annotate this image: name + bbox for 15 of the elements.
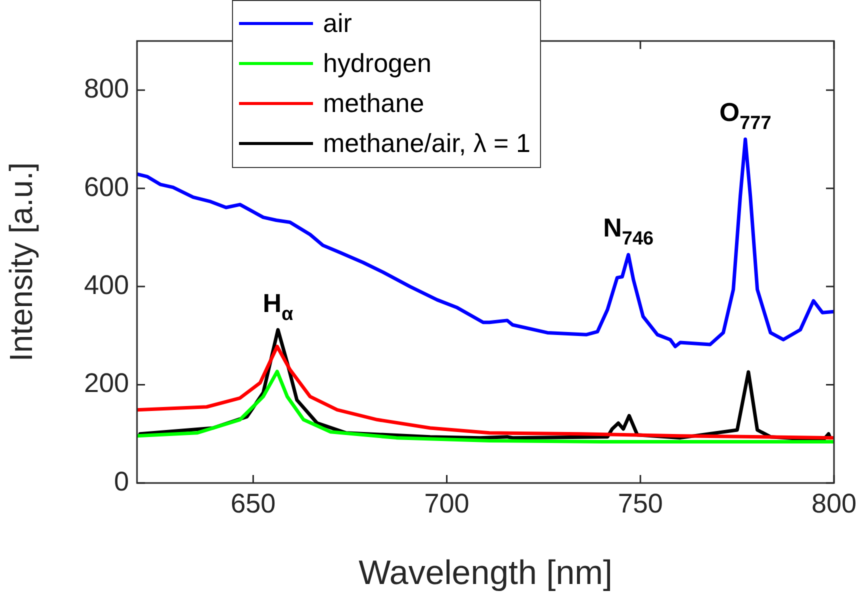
y-tick-label: 800 <box>84 74 129 104</box>
y-tick-label: 200 <box>84 368 129 398</box>
legend-label: air <box>323 8 352 38</box>
x-tick-label: 800 <box>811 488 857 519</box>
x-tick-label: 650 <box>230 488 276 519</box>
legend-label: methane/air, λ = 1 <box>323 128 530 158</box>
legend-label: hydrogen <box>323 48 432 78</box>
y-tick-label: 400 <box>84 270 129 300</box>
x-axis-title: Wavelength [nm] <box>358 554 612 592</box>
y-tick-label: 600 <box>84 172 129 202</box>
x-tick-label: 750 <box>618 488 663 519</box>
x-tick-label: 700 <box>424 488 470 519</box>
y-tick-label: 0 <box>114 466 129 496</box>
legend-label: methane <box>323 88 424 118</box>
y-axis-title: Intensity [a.u.] <box>3 162 40 362</box>
